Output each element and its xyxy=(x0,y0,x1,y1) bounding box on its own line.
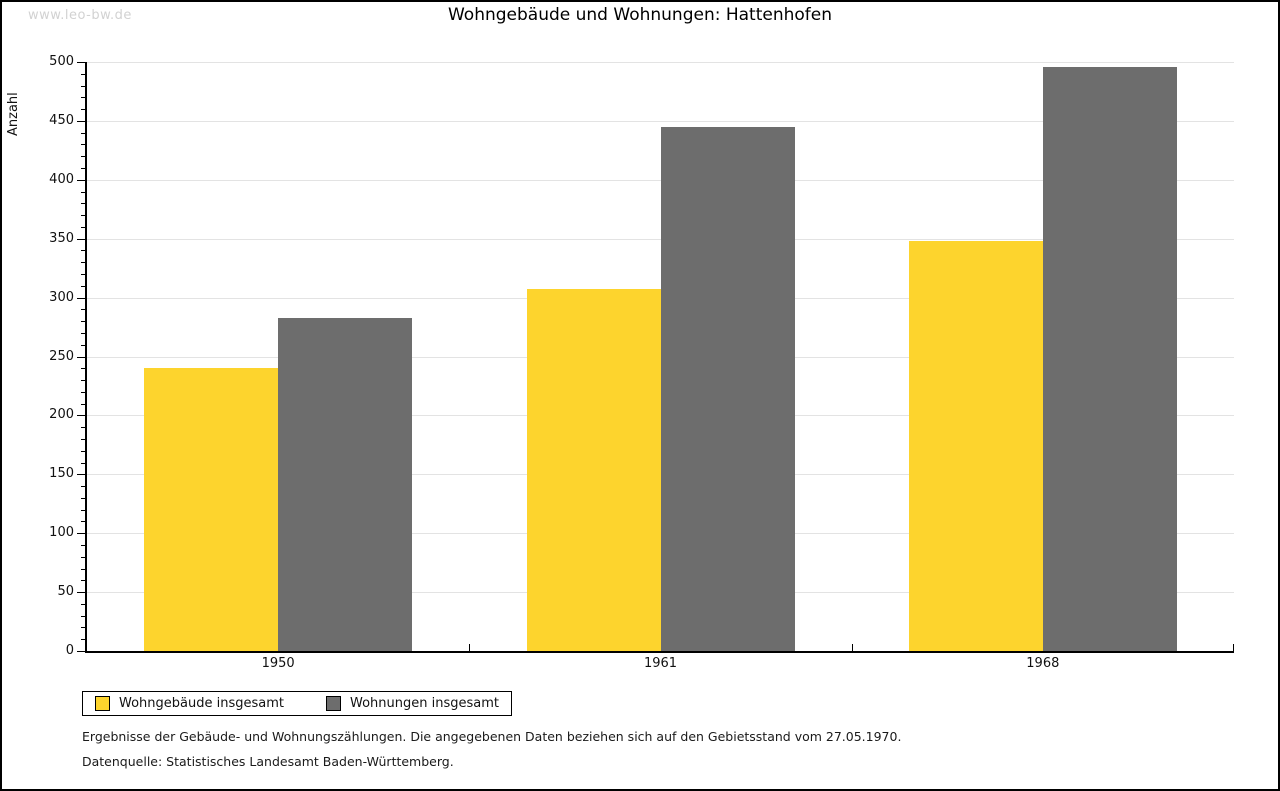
y-axis-tick-minor xyxy=(81,203,85,205)
y-axis-tick-minor xyxy=(81,344,85,346)
y-axis-tick-minor xyxy=(81,309,85,311)
bar-wohnungen-1968 xyxy=(1042,66,1177,651)
y-axis-tick-minor xyxy=(81,321,85,323)
gridline xyxy=(87,120,1234,122)
y-axis-ticks xyxy=(77,62,85,656)
y-tick-label: 500 xyxy=(49,54,74,69)
y-axis-tick-minor xyxy=(81,391,85,393)
y-axis-tick-major xyxy=(77,533,85,535)
y-tick-label: 400 xyxy=(49,171,74,187)
x-tick-label-1968: 1968 xyxy=(1026,656,1060,671)
y-axis-tick-minor xyxy=(81,603,85,605)
y-axis-tick-major xyxy=(77,179,85,181)
y-axis-tick-minor xyxy=(81,73,85,75)
bar-wohngebaeude-1961 xyxy=(526,289,661,651)
y-axis-tick-minor xyxy=(81,168,85,170)
legend-item-wohnungen: Wohnungen insgesamt xyxy=(326,696,499,711)
chart-title: Wohngebäude und Wohnungen: Hattenhofen xyxy=(447,5,833,25)
legend-item-wohngebaeude: Wohngebäude insgesamt xyxy=(95,696,284,711)
x-tick-label-1961: 1961 xyxy=(643,656,678,671)
y-axis-tick-minor xyxy=(81,462,85,464)
x-axis-tick xyxy=(851,644,853,651)
y-axis-tick-minor xyxy=(81,215,85,217)
legend-label-wohngebaeude: Wohngebäude insgesamt xyxy=(119,696,284,711)
y-tick-label: 300 xyxy=(49,289,74,305)
bar-wohngebaeude-1968 xyxy=(908,241,1043,651)
watermark: www.leo-bw.de xyxy=(28,8,132,23)
y-axis-tick-major xyxy=(77,356,85,358)
y-axis-tick-minor xyxy=(81,580,85,582)
y-axis-tick-major xyxy=(77,238,85,240)
y-tick-label: 150 xyxy=(49,466,74,482)
y-axis-tick-major xyxy=(77,415,85,417)
y-axis-tick-minor xyxy=(81,132,85,134)
y-axis-tick-minor xyxy=(81,368,85,370)
y-axis-tick-minor xyxy=(81,191,85,193)
footnote-datenquelle: Datenquelle: Statistisches Landesamt Bad… xyxy=(82,754,454,769)
y-axis-tick-minor xyxy=(81,97,85,99)
y-axis-tick-minor xyxy=(81,450,85,452)
y-axis-tick-minor xyxy=(81,109,85,111)
y-axis-tick-minor xyxy=(81,497,85,499)
y-axis-tick-minor xyxy=(81,250,85,252)
y-axis-tick-minor xyxy=(81,427,85,429)
y-axis-tick-minor xyxy=(81,438,85,440)
y-axis-tick-minor xyxy=(81,156,85,158)
y-axis-tick-minor xyxy=(81,486,85,488)
y-tick-label: 0 xyxy=(65,643,74,658)
legend-label-wohnungen: Wohnungen insgesamt xyxy=(350,696,499,711)
y-axis-tick-minor xyxy=(81,403,85,405)
y-axis-tick-minor xyxy=(81,544,85,546)
x-axis-labels: 1950 1961 1968 xyxy=(87,656,1234,674)
y-tick-label: 350 xyxy=(49,230,74,246)
y-axis-tick-minor xyxy=(81,627,85,629)
y-tick-label: 250 xyxy=(49,348,74,364)
y-axis-tick-minor xyxy=(81,509,85,511)
y-axis-tick-minor xyxy=(81,226,85,228)
bar-wohnungen-1961 xyxy=(660,126,795,651)
y-axis-tick-major xyxy=(77,592,85,594)
y-axis-tick-minor xyxy=(81,144,85,146)
y-axis-tick-minor xyxy=(81,568,85,570)
y-axis-tick-major xyxy=(77,62,85,63)
y-axis-tick-minor xyxy=(81,285,85,287)
y-axis-tick-major xyxy=(77,297,85,299)
y-tick-label: 450 xyxy=(49,112,74,128)
legend-swatch-wohngebaeude xyxy=(95,696,110,711)
legend-swatch-wohnungen xyxy=(326,696,341,711)
y-axis-tick-minor xyxy=(81,332,85,334)
y-axis-tick-minor xyxy=(81,380,85,382)
y-axis-tick-minor xyxy=(81,262,85,264)
legend: Wohngebäude insgesamt Wohnungen insgesam… xyxy=(82,691,512,716)
y-axis-tick-major xyxy=(77,120,85,122)
y-axis-tick-major xyxy=(77,474,85,476)
bar-wohnungen-1950 xyxy=(278,317,413,651)
gridline xyxy=(87,62,1234,63)
y-axis-tick-minor xyxy=(81,85,85,87)
y-axis-tick-minor xyxy=(81,521,85,523)
y-axis-tick-major xyxy=(77,651,85,652)
y-axis-labels: 0 50 100 150 200 250 300 350 400 450 500 xyxy=(2,55,74,658)
x-axis-tick xyxy=(469,644,471,651)
y-axis-tick-minor xyxy=(81,615,85,617)
y-tick-label: 50 xyxy=(57,584,74,600)
bar-wohngebaeude-1950 xyxy=(144,368,279,651)
y-axis-tick-minor xyxy=(81,639,85,641)
footnote-gebietsstand: Ergebnisse der Gebäude- und Wohnungszähl… xyxy=(82,729,902,744)
y-tick-label: 200 xyxy=(49,407,74,423)
x-axis-tick xyxy=(1233,644,1234,651)
y-axis-tick-minor xyxy=(81,274,85,276)
x-tick-label-1950: 1950 xyxy=(261,656,295,671)
y-axis-tick-minor xyxy=(81,556,85,558)
plot-area xyxy=(85,62,1234,653)
y-tick-label: 100 xyxy=(49,525,74,541)
